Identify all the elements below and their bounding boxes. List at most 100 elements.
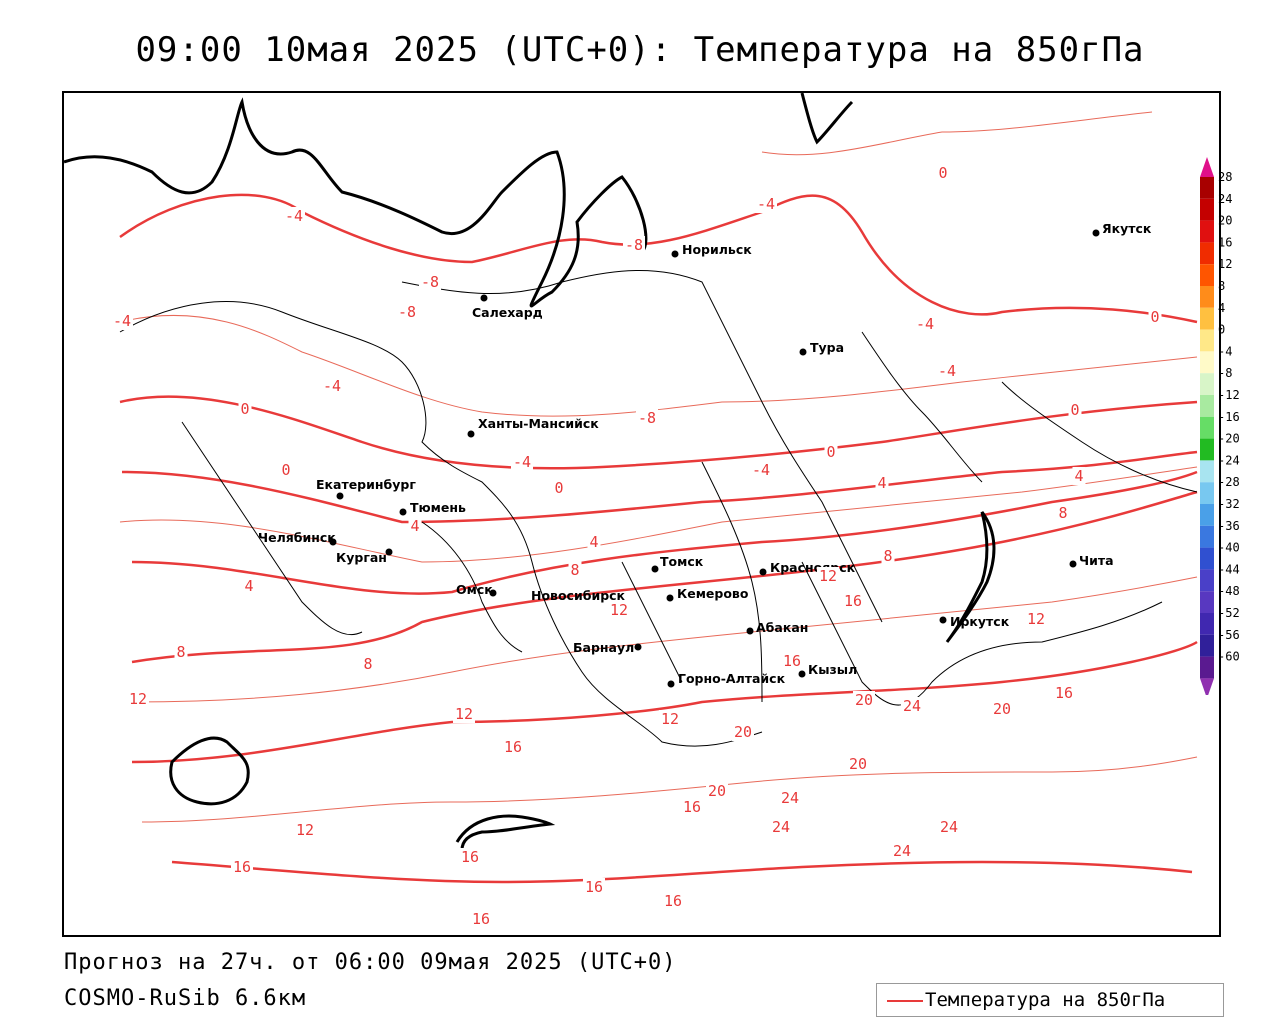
contour-label: 16 <box>1053 684 1075 702</box>
colorbar-swatch <box>1200 220 1214 243</box>
svg-text:12: 12 <box>1027 610 1045 628</box>
svg-text:0: 0 <box>826 443 835 461</box>
city-abakan: Абакан <box>746 620 808 635</box>
contour-label: 0 <box>1068 401 1082 419</box>
colorbar-top-arrow <box>1200 157 1214 177</box>
svg-text:12: 12 <box>610 601 628 619</box>
svg-text:20: 20 <box>708 782 726 800</box>
contour-label: -4 <box>321 377 343 395</box>
colorbar-tick-label: -44 <box>1218 562 1240 576</box>
city-barnaul: Барнаул <box>573 640 642 655</box>
city-tura: Тура <box>799 340 844 356</box>
contour-label: 16 <box>459 848 481 866</box>
city-yakutsk: Якутск <box>1092 221 1152 237</box>
colorbar-tick-label: 12 <box>1218 257 1232 271</box>
colorbar-bottom-arrow <box>1200 678 1214 699</box>
contour-label: 4 <box>875 474 889 492</box>
colorbar-tick-label: -24 <box>1218 453 1240 467</box>
contour-label: 12 <box>127 690 149 708</box>
colorbar-tick-label: -20 <box>1218 432 1240 446</box>
colorbar-tick-label: -52 <box>1218 606 1240 620</box>
forecast-info: Прогноз на 27ч. от 06:00 09мая 2025 (UTC… <box>64 950 677 975</box>
colorbar-tick-label: 24 <box>1218 192 1232 206</box>
contour-label: 0 <box>1148 308 1162 326</box>
contour-label: 12 <box>608 601 630 619</box>
svg-text:-8: -8 <box>625 236 643 254</box>
svg-text:12: 12 <box>129 690 147 708</box>
svg-text:16: 16 <box>844 592 862 610</box>
contour-label: 8 <box>568 561 582 579</box>
svg-text:12: 12 <box>819 567 837 585</box>
svg-text:-8: -8 <box>421 273 439 291</box>
colorbar-svg: 28 24 20 16 12 8 4 0 -4 -8 -12 -16 -20 -24 -28 -32 -36 -4… <box>1200 157 1240 699</box>
svg-text:8: 8 <box>570 561 579 579</box>
colorbar-swatch <box>1200 482 1214 504</box>
colorbar-tick-label: -40 <box>1218 541 1240 555</box>
svg-text:-4: -4 <box>938 362 956 380</box>
city-omsk: Омск <box>456 582 497 597</box>
colorbar-tick-label: -36 <box>1218 519 1240 533</box>
svg-text:Якутск: Якутск <box>1102 221 1152 236</box>
colorbar-tick-label: -4 <box>1218 344 1232 358</box>
svg-text:0: 0 <box>1070 401 1079 419</box>
svg-text:16: 16 <box>504 738 522 756</box>
colorbar-swatch <box>1200 264 1214 286</box>
contour-label: 8 <box>174 643 188 661</box>
contour-label: -4 <box>283 207 305 225</box>
temperature-map: Якутск Норильск Салехард Тура Ханты-Манс… <box>62 91 1221 937</box>
svg-text:-8: -8 <box>398 303 416 321</box>
svg-text:Курган: Курган <box>336 550 387 565</box>
contour-label: 0 <box>552 479 566 497</box>
colorbar-swatch <box>1200 395 1214 417</box>
contour-label: -4 <box>914 315 936 333</box>
svg-text:Иркутск: Иркутск <box>950 614 1010 629</box>
colorbar-swatch <box>1200 438 1214 461</box>
svg-text:12: 12 <box>455 705 473 723</box>
colorbar-swatch <box>1200 504 1214 526</box>
svg-text:16: 16 <box>461 848 479 866</box>
contour-label: 20 <box>853 691 875 709</box>
contour-label: -8 <box>396 303 418 321</box>
contour-label: 16 <box>231 858 253 876</box>
svg-text:0: 0 <box>281 461 290 479</box>
colorbar-tick-label: 8 <box>1218 279 1225 293</box>
colorbar-swatch <box>1200 525 1214 548</box>
city-kurgan: Курган <box>336 548 393 565</box>
svg-text:8: 8 <box>176 643 185 661</box>
contour-label: 24 <box>779 789 801 807</box>
svg-text:8: 8 <box>1058 504 1067 522</box>
colorbar-tick-label: -56 <box>1218 628 1240 642</box>
contour-label: 12 <box>294 821 316 839</box>
contour-label: 24 <box>770 818 792 836</box>
svg-text:24: 24 <box>893 842 911 860</box>
city-tomsk: Томск <box>651 554 704 573</box>
city-irkutsk: Иркутск <box>939 614 1010 629</box>
svg-text:-8: -8 <box>638 409 656 427</box>
svg-text:20: 20 <box>849 755 867 773</box>
svg-text:-4: -4 <box>285 207 303 225</box>
temperature-field <box>64 93 1219 935</box>
coastlines <box>64 93 996 851</box>
colorbar-tick-label: -16 <box>1218 410 1240 424</box>
svg-text:-4: -4 <box>323 377 341 395</box>
contour-label: 4 <box>1072 467 1086 485</box>
svg-text:Норильск: Норильск <box>682 242 752 257</box>
city-krasnoyarsk: Красноярск <box>759 560 856 576</box>
city-gorno-altaysk: Горно-Алтайск <box>667 671 786 688</box>
colorbar-swatch <box>1200 286 1214 308</box>
svg-text:16: 16 <box>233 858 251 876</box>
temperature-colorbar: 28 24 20 16 12 8 4 0 -4 -8 -12 -16 -20 -24 -28 -32 -36 -4… <box>1198 155 1278 699</box>
svg-text:24: 24 <box>781 789 799 807</box>
colorbar-swatch <box>1200 198 1214 221</box>
svg-text:Салехард: Салехард <box>472 305 543 320</box>
colorbar-swatch <box>1200 547 1214 570</box>
svg-text:4: 4 <box>589 533 598 551</box>
contour-label: 8 <box>361 655 375 673</box>
svg-text:24: 24 <box>940 818 958 836</box>
svg-text:Барнаул: Барнаул <box>573 640 634 655</box>
svg-text:Тура: Тура <box>810 340 844 355</box>
svg-text:12: 12 <box>661 710 679 728</box>
contour-label: 4 <box>242 577 256 595</box>
contour-label: -4 <box>111 312 133 330</box>
